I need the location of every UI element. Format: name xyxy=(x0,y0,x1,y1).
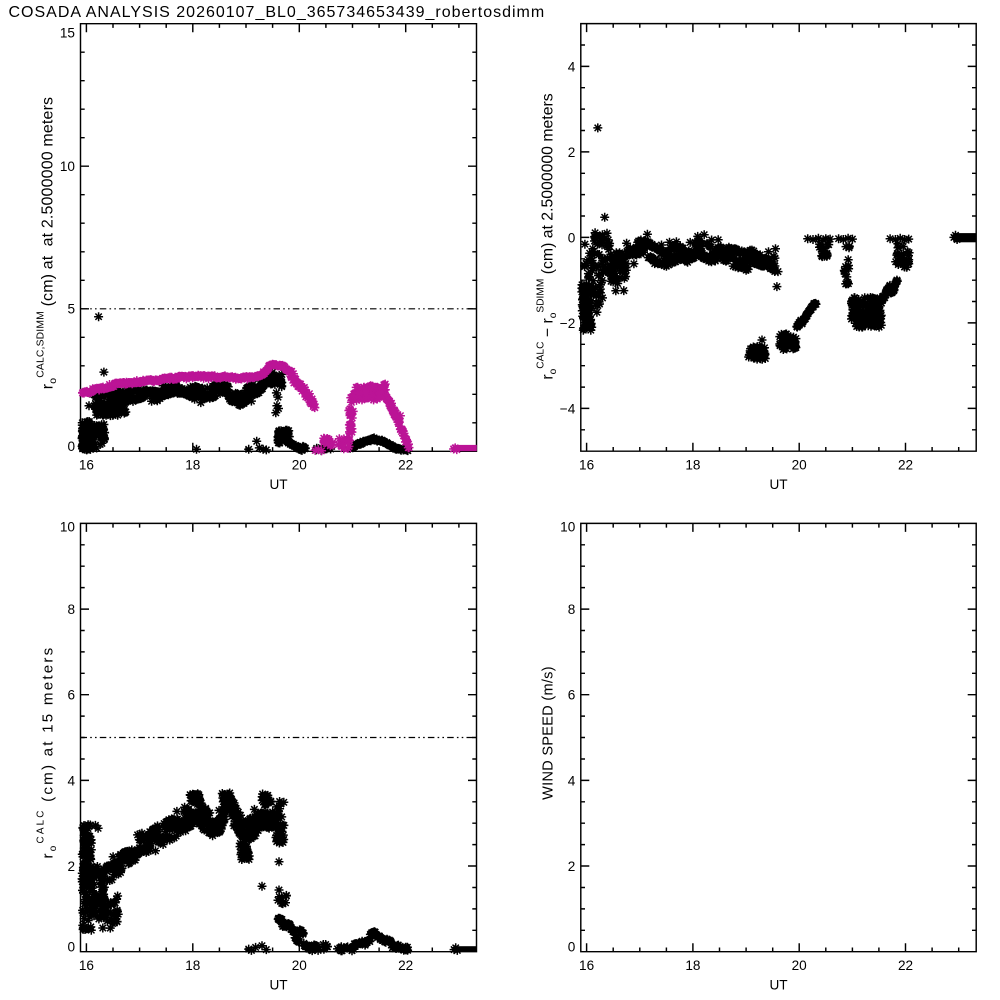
svg-text:WIND SPEED (m/s): WIND SPEED (m/s) xyxy=(541,666,557,800)
svg-text:18: 18 xyxy=(185,458,200,473)
svg-text:2: 2 xyxy=(568,145,576,160)
svg-text:18: 18 xyxy=(685,458,700,473)
svg-text:UT: UT xyxy=(769,477,787,492)
svg-text:−4: −4 xyxy=(560,401,576,416)
svg-text:16: 16 xyxy=(79,458,94,473)
svg-text:COSADA ANALYSIS 20260107_BL0_3: COSADA ANALYSIS 20260107_BL0_36573465343… xyxy=(9,4,546,21)
svg-text:ro​CALC​ − ro​SDIMM​ (cm) at 2: ro​CALC​ − ro​SDIMM​ (cm) at 2.5000000 m… xyxy=(536,93,559,379)
svg-text:8: 8 xyxy=(568,602,576,617)
svg-text:0: 0 xyxy=(568,939,576,954)
svg-text:−2: −2 xyxy=(560,316,576,331)
svg-text:ro​CALC​ (cm) at 15 meters: ro​CALC​ (cm) at 15 meters xyxy=(36,646,59,859)
svg-text:18: 18 xyxy=(685,958,700,973)
svg-text:UT: UT xyxy=(269,477,287,492)
svg-text:20: 20 xyxy=(792,458,808,473)
svg-text:18: 18 xyxy=(185,958,200,973)
svg-text:2: 2 xyxy=(568,859,576,874)
svg-text:16: 16 xyxy=(579,458,594,473)
svg-text:5: 5 xyxy=(67,302,75,317)
svg-text:22: 22 xyxy=(898,458,913,473)
svg-text:4: 4 xyxy=(568,59,576,74)
svg-text:10: 10 xyxy=(560,520,576,535)
svg-text:20: 20 xyxy=(792,958,808,973)
svg-text:16: 16 xyxy=(579,958,594,973)
svg-text:8: 8 xyxy=(67,602,75,617)
svg-text:UT: UT xyxy=(769,977,787,992)
svg-text:2: 2 xyxy=(67,859,75,874)
svg-text:6: 6 xyxy=(568,688,576,703)
svg-text:UT: UT xyxy=(269,977,287,992)
svg-text:22: 22 xyxy=(398,958,413,973)
svg-text:20: 20 xyxy=(292,958,308,973)
svg-text:10: 10 xyxy=(60,159,76,174)
svg-text:20: 20 xyxy=(292,458,308,473)
svg-text:22: 22 xyxy=(898,958,913,973)
svg-text:15: 15 xyxy=(60,25,75,40)
svg-text:10: 10 xyxy=(60,520,76,535)
svg-text:22: 22 xyxy=(398,458,413,473)
svg-text:0: 0 xyxy=(67,939,75,954)
svg-text:0: 0 xyxy=(568,230,576,245)
svg-text:4: 4 xyxy=(67,773,75,788)
svg-text:16: 16 xyxy=(79,958,94,973)
svg-text:6: 6 xyxy=(67,688,75,703)
svg-text:4: 4 xyxy=(568,773,576,788)
svg-text:0: 0 xyxy=(67,439,75,454)
